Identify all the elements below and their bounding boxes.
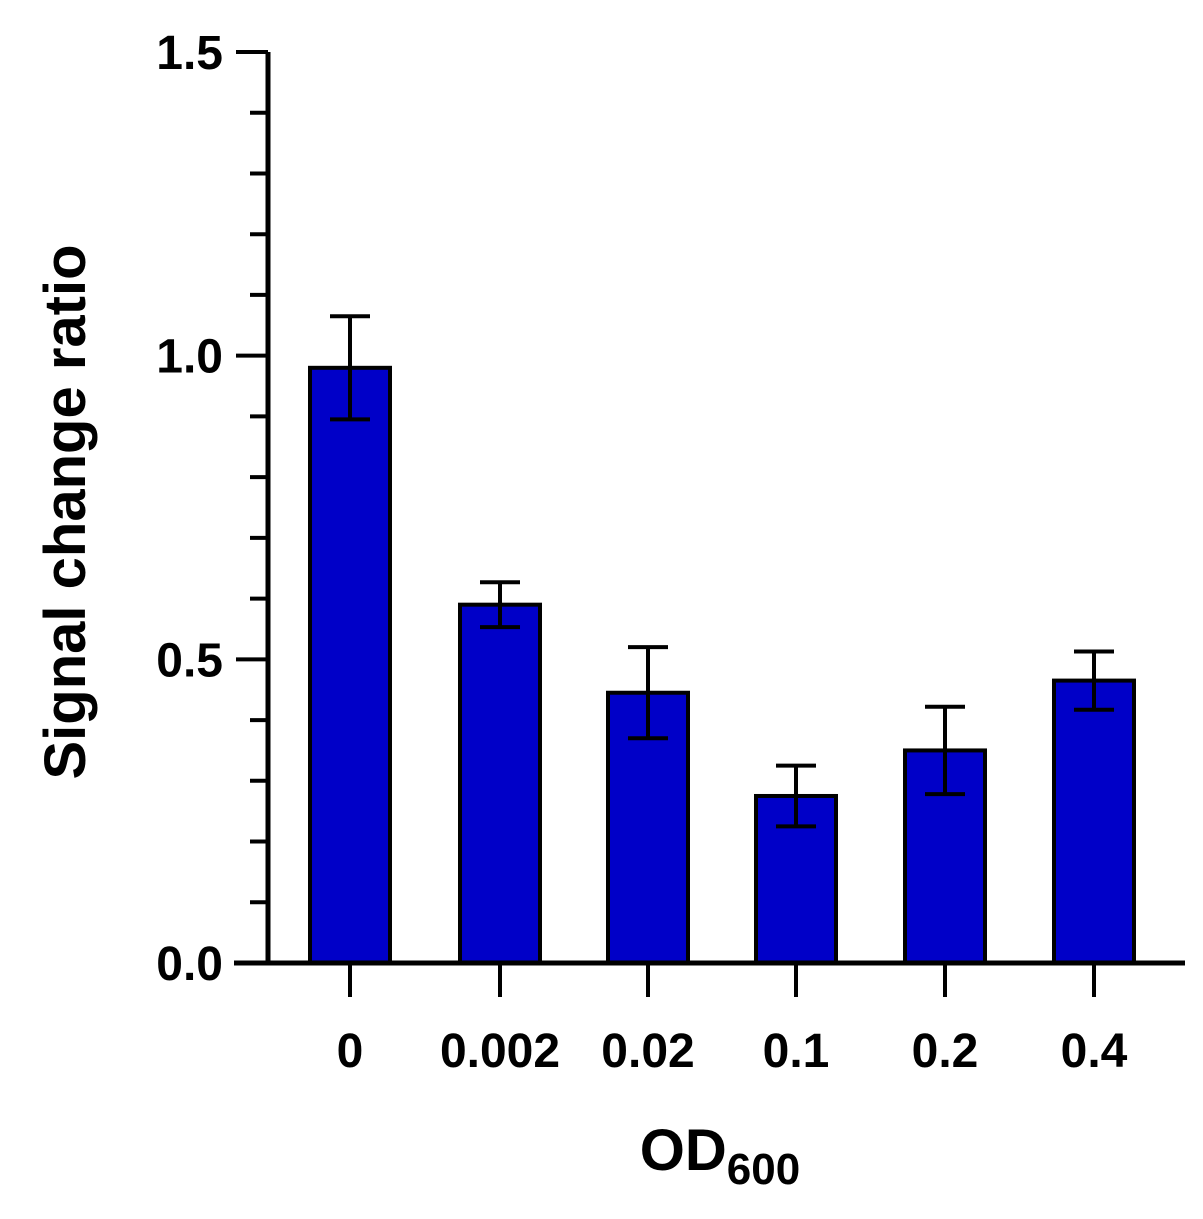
- x-tick-label: 0.1: [763, 1025, 830, 1078]
- bar: [308, 365, 392, 965]
- y-tick-label: 0.5: [156, 634, 223, 687]
- bar: [458, 602, 542, 965]
- x-axis-title: OD600: [640, 1118, 800, 1194]
- bars: [308, 365, 1136, 966]
- bar: [1052, 678, 1136, 966]
- x-tick-label: 0: [337, 1025, 364, 1078]
- x-axis-title-main: OD: [640, 1118, 727, 1183]
- tick-labels: 0.0 0.5 1.0 1.5 0 0.002 0.02 0.1 0.2 0.4: [156, 27, 1127, 1078]
- y-tick-label: 1.5: [156, 27, 223, 80]
- x-tick-label: 0.2: [912, 1025, 979, 1078]
- y-minor-ticks: [250, 110, 268, 905]
- y-tick-label: 0.0: [156, 938, 223, 991]
- y-axis-title: Signal change ratio: [33, 245, 98, 780]
- x-tick-label: 0.002: [440, 1025, 560, 1078]
- y-tick-label: 1.0: [156, 331, 223, 384]
- x-axis-title-subscript: 600: [727, 1145, 800, 1194]
- x-tick-label: 0.4: [1061, 1025, 1128, 1078]
- error-bars: [330, 314, 1114, 829]
- x-tick-label: 0.02: [601, 1025, 694, 1078]
- axes: [234, 50, 1185, 997]
